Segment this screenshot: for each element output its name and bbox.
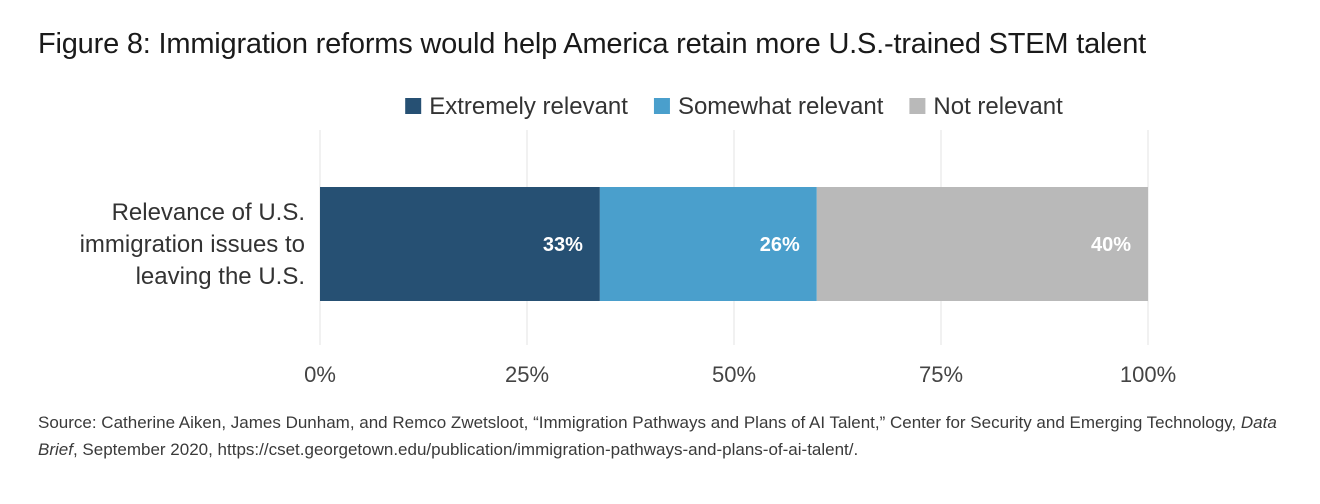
- bar-segments: [320, 187, 1148, 301]
- bar-segment-somewhat-relevant: [599, 187, 817, 301]
- source-note: Source: Catherine Aiken, James Dunham, a…: [38, 409, 1288, 463]
- chart-title: Figure 8: Immigration reforms would help…: [38, 28, 1146, 60]
- data-label: 26%: [760, 234, 800, 256]
- data-labels: 33% 26% 40%: [543, 234, 1131, 256]
- legend-label: Somewhat relevant: [678, 93, 884, 120]
- source-text: Source: Catherine Aiken, James Dunham, a…: [38, 413, 1241, 432]
- legend-item: Not relevant: [909, 93, 1063, 120]
- legend-label: Not relevant: [933, 93, 1063, 120]
- x-tick-label: 25%: [505, 362, 549, 387]
- data-label: 40%: [1091, 234, 1131, 256]
- bar-segment-extremely-relevant: [320, 187, 600, 301]
- legend-item: Extremely relevant: [405, 93, 628, 120]
- x-tick-label: 50%: [712, 362, 756, 387]
- legend-swatch: [909, 98, 926, 114]
- stacked-bar-chart: Extremely relevant Somewhat relevant Not r…: [80, 93, 1177, 387]
- category-label-line: immigration issues to: [80, 231, 305, 258]
- category-label-line: Relevance of U.S.: [112, 199, 305, 226]
- legend-swatch: [653, 98, 670, 114]
- bar-segment-not-relevant: [816, 187, 1148, 301]
- source-url-text: , September 2020, https://cset.georgetow…: [72, 440, 859, 459]
- legend-label: Extremely relevant: [429, 93, 628, 120]
- x-tick-label: 100%: [1120, 362, 1176, 387]
- x-tick-label: 0%: [304, 362, 336, 387]
- legend-item: Somewhat relevant: [653, 93, 884, 120]
- x-tick-label: 75%: [919, 362, 963, 387]
- legend: Extremely relevant Somewhat relevant Not r…: [405, 93, 1063, 120]
- source-publication: Data Brief: [38, 413, 1277, 459]
- category-label-line: leaving the U.S.: [136, 263, 305, 290]
- data-label: 33%: [543, 234, 583, 256]
- x-axis-tick-labels: 0% 25% 50% 75% 100%: [304, 362, 1176, 387]
- legend-swatch: [405, 98, 422, 114]
- category-label: Relevance of U.S. immigration issues to le…: [80, 199, 305, 290]
